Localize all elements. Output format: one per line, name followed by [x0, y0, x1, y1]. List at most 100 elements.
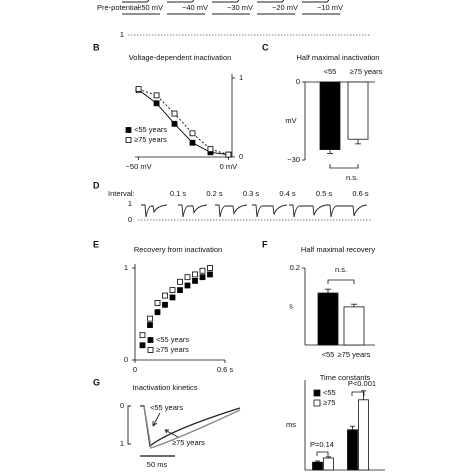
- y-tick-label: −30: [287, 155, 300, 164]
- series-line: [138, 89, 229, 156]
- marker: [225, 151, 232, 158]
- x-tick-label: 0.6 s: [217, 365, 234, 374]
- x-tick-label: −50 mV: [126, 162, 152, 171]
- marker: [135, 86, 142, 92]
- bracket: [327, 279, 355, 284]
- panel-title: Recovery from inactivation: [134, 245, 222, 254]
- scale-label: 1: [128, 199, 132, 208]
- bar: [347, 429, 358, 471]
- series-line: [138, 88, 229, 156]
- panel-letter: E: [93, 239, 99, 249]
- panel-letter: C: [262, 42, 269, 52]
- panel-title: Inactivation kinetics: [132, 383, 197, 392]
- annotation: n.s.: [346, 173, 358, 182]
- bar: [358, 399, 369, 471]
- bar: [312, 461, 323, 471]
- time-scale-label: 50 ms: [147, 460, 168, 469]
- y-tick-label: 0.2: [290, 263, 300, 272]
- trace: [167, 0, 195, 3]
- legend-label: <55 years: [156, 335, 189, 344]
- marker: [139, 342, 146, 349]
- trace: [326, 204, 368, 218]
- y-axis-label: s: [289, 301, 293, 310]
- marker: [177, 278, 183, 285]
- bar: [347, 81, 369, 140]
- marker: [147, 315, 153, 322]
- marker: [199, 267, 206, 274]
- trace-label: −10 mV: [317, 3, 343, 12]
- marker: [147, 322, 153, 328]
- legend-swatch: [125, 137, 132, 143]
- panel-title: Voltage-dependent inactivation: [129, 53, 232, 62]
- annotation: n.s.: [335, 265, 347, 274]
- category-label: <55: [322, 350, 335, 359]
- trace: [215, 204, 248, 218]
- marker: [162, 301, 168, 308]
- panel-letter: F: [262, 239, 268, 249]
- panel-title: Half maximal inactivation: [297, 53, 380, 62]
- marker: [192, 271, 198, 278]
- trace-label: ≥75 years: [172, 438, 205, 447]
- legend-label: ≥75: [323, 398, 335, 407]
- bracket: [316, 451, 329, 456]
- scale-label: 1: [120, 30, 124, 39]
- bar: [323, 457, 334, 471]
- trace-label: 0.3 s: [243, 189, 260, 198]
- marker: [169, 294, 176, 301]
- marker: [154, 300, 161, 306]
- scale-bar: [127, 405, 131, 445]
- marker: [139, 332, 146, 339]
- trace-label: 0.4 s: [279, 189, 296, 198]
- marker: [162, 292, 168, 299]
- legend-swatch: [313, 399, 321, 407]
- category-label: ≥75 years: [338, 350, 371, 359]
- panel-title: Time constants: [320, 373, 371, 382]
- legend-swatch: [125, 127, 132, 133]
- trace-label: −20 mV: [272, 3, 298, 12]
- trace: [141, 204, 168, 218]
- bar: [317, 292, 339, 346]
- trace-label: −30 mV: [227, 3, 253, 12]
- trace-label: 0.6 s: [352, 189, 369, 198]
- marker: [184, 282, 191, 289]
- bracket: [329, 164, 359, 169]
- marker: [171, 110, 178, 117]
- y-tick-label: 1: [239, 73, 243, 82]
- y-tick-label: 0: [239, 152, 243, 161]
- trace-label: −50 mV: [137, 3, 163, 12]
- panel-letter: G: [93, 377, 100, 387]
- marker: [169, 287, 176, 293]
- marker: [207, 265, 213, 271]
- bar: [343, 306, 365, 346]
- y-tick-label: 0: [124, 355, 128, 364]
- marker: [184, 274, 191, 281]
- marker: [207, 146, 214, 153]
- x-tick-label: 0 mV: [220, 162, 238, 171]
- legend-swatch: [313, 389, 321, 397]
- scale-label: 1: [120, 439, 124, 448]
- trace-label-prefix: Pre-potential:: [97, 3, 142, 12]
- y-tick-label: 1: [124, 263, 128, 272]
- trace: [122, 0, 150, 3]
- marker: [154, 309, 161, 316]
- marker: [192, 277, 198, 284]
- marker: [153, 92, 160, 99]
- arrow: [152, 412, 161, 427]
- legend-label: ≥75 years: [156, 345, 189, 354]
- marker: [207, 271, 213, 278]
- trace: [212, 0, 240, 3]
- category-label: ≥75 years: [350, 67, 383, 76]
- panel-title: Half maximal recovery: [301, 245, 375, 254]
- marker: [171, 120, 178, 127]
- annotation: P<0.001: [348, 379, 376, 388]
- bracket: [351, 391, 365, 396]
- trace: [143, 405, 241, 449]
- legend-swatch: [147, 347, 154, 353]
- trace-label: −40 mV: [182, 3, 208, 12]
- panel-letter: B: [93, 42, 100, 52]
- marker: [153, 100, 160, 107]
- trace-label: <55 years: [150, 403, 183, 412]
- trace: [178, 204, 208, 218]
